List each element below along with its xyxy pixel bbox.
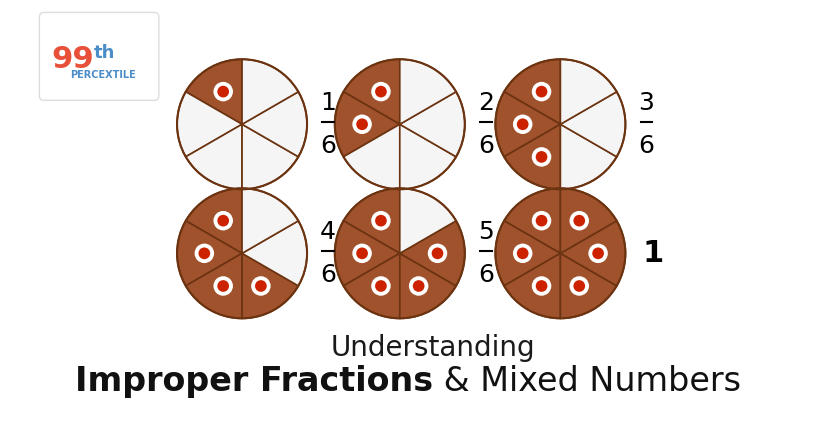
Wedge shape xyxy=(242,59,298,124)
Wedge shape xyxy=(560,124,617,189)
Circle shape xyxy=(569,211,589,230)
Circle shape xyxy=(535,215,548,227)
Circle shape xyxy=(375,86,387,98)
FancyBboxPatch shape xyxy=(39,13,159,100)
Circle shape xyxy=(532,147,551,167)
Circle shape xyxy=(513,243,533,263)
Wedge shape xyxy=(186,253,242,318)
Text: 2: 2 xyxy=(478,91,494,115)
Circle shape xyxy=(588,243,608,263)
Wedge shape xyxy=(186,188,242,253)
Circle shape xyxy=(213,276,233,296)
Circle shape xyxy=(532,211,551,230)
Wedge shape xyxy=(242,124,298,189)
Circle shape xyxy=(356,118,368,130)
Wedge shape xyxy=(186,59,242,124)
Circle shape xyxy=(375,215,387,227)
Wedge shape xyxy=(334,92,400,157)
Wedge shape xyxy=(504,253,560,318)
Circle shape xyxy=(413,280,424,292)
Wedge shape xyxy=(560,188,617,253)
Circle shape xyxy=(535,280,548,292)
Circle shape xyxy=(371,276,391,296)
Circle shape xyxy=(371,211,391,230)
Circle shape xyxy=(535,86,548,98)
Wedge shape xyxy=(504,124,560,189)
Text: th: th xyxy=(94,43,115,62)
Circle shape xyxy=(198,247,210,259)
Text: 5: 5 xyxy=(478,220,494,244)
Wedge shape xyxy=(560,92,626,157)
Wedge shape xyxy=(242,188,298,253)
Circle shape xyxy=(217,280,229,292)
Circle shape xyxy=(432,247,443,259)
Wedge shape xyxy=(496,221,560,286)
Wedge shape xyxy=(344,59,400,124)
Wedge shape xyxy=(177,221,242,286)
Wedge shape xyxy=(560,253,617,318)
Circle shape xyxy=(535,151,548,163)
Text: 6: 6 xyxy=(638,134,654,158)
Wedge shape xyxy=(400,59,457,124)
Wedge shape xyxy=(344,188,400,253)
Wedge shape xyxy=(400,188,457,253)
Text: 1: 1 xyxy=(642,239,664,268)
Wedge shape xyxy=(344,124,400,189)
Text: 4: 4 xyxy=(320,220,336,244)
Circle shape xyxy=(217,86,229,98)
Wedge shape xyxy=(334,221,400,286)
Text: Understanding: Understanding xyxy=(331,334,535,362)
Wedge shape xyxy=(242,253,298,318)
Wedge shape xyxy=(177,92,242,157)
Circle shape xyxy=(352,243,372,263)
Circle shape xyxy=(427,243,447,263)
Circle shape xyxy=(517,118,529,130)
Wedge shape xyxy=(560,59,617,124)
Wedge shape xyxy=(400,253,457,318)
Wedge shape xyxy=(400,92,465,157)
Text: & Mixed Numbers: & Mixed Numbers xyxy=(433,365,741,398)
Text: PERCEXTILE: PERCEXTILE xyxy=(70,69,136,79)
Wedge shape xyxy=(242,221,307,286)
Circle shape xyxy=(593,247,604,259)
Wedge shape xyxy=(560,221,626,286)
Circle shape xyxy=(213,211,233,230)
Circle shape xyxy=(356,247,368,259)
Wedge shape xyxy=(504,59,560,124)
Circle shape xyxy=(213,82,233,102)
Circle shape xyxy=(532,276,551,296)
Wedge shape xyxy=(242,92,307,157)
Circle shape xyxy=(574,280,585,292)
Circle shape xyxy=(574,215,585,227)
Text: Improper Fractions: Improper Fractions xyxy=(76,365,433,398)
Wedge shape xyxy=(496,92,560,157)
Wedge shape xyxy=(504,188,560,253)
Wedge shape xyxy=(400,221,465,286)
Text: 3: 3 xyxy=(638,91,654,115)
Circle shape xyxy=(375,280,387,292)
Circle shape xyxy=(352,115,372,134)
Text: 1: 1 xyxy=(320,91,336,115)
Circle shape xyxy=(251,276,271,296)
Circle shape xyxy=(217,215,229,227)
Circle shape xyxy=(409,276,428,296)
Circle shape xyxy=(371,82,391,102)
Circle shape xyxy=(255,280,266,292)
Circle shape xyxy=(194,243,214,263)
Text: 6: 6 xyxy=(478,263,494,287)
Circle shape xyxy=(532,82,551,102)
Wedge shape xyxy=(400,124,457,189)
Text: 6: 6 xyxy=(320,134,336,158)
Text: 6: 6 xyxy=(478,134,494,158)
Wedge shape xyxy=(186,124,242,189)
Circle shape xyxy=(569,276,589,296)
Wedge shape xyxy=(344,253,400,318)
Circle shape xyxy=(513,115,533,134)
Text: 6: 6 xyxy=(320,263,336,287)
Circle shape xyxy=(517,247,529,259)
Text: 99: 99 xyxy=(51,45,94,74)
